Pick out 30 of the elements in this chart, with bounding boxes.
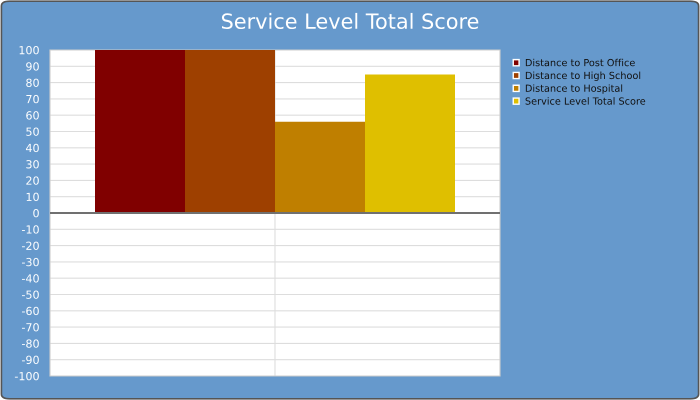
bar: [275, 122, 365, 213]
y-tick-label: 10: [26, 192, 39, 202]
legend-label: Service Level Total Score: [526, 97, 646, 105]
y-tick-label: 60: [26, 111, 39, 120]
legend-label: Distance to Post Office: [526, 58, 635, 66]
y-tick-label: 100: [20, 46, 39, 54]
y-tick-label: 70: [26, 94, 39, 104]
y-tick-label: 90: [26, 62, 39, 71]
chart-title: Service Level Total Score: [222, 12, 478, 30]
bar: [365, 74, 455, 213]
y-tick-label: 20: [26, 176, 39, 185]
y-tick-label: -90: [22, 356, 39, 364]
y-tick-label: -10: [22, 225, 39, 234]
y-tick-label: -40: [22, 274, 39, 283]
y-tick-label: 80: [26, 78, 39, 87]
y-tick-label: -80: [22, 339, 39, 348]
y-tick-label: -70: [22, 323, 39, 332]
y-tick-label: 50: [26, 127, 39, 136]
y-tick-label: 0: [33, 208, 39, 218]
legend-label: Distance to High School: [526, 72, 640, 81]
y-tick-label: 30: [26, 160, 39, 168]
y-tick-label: -100: [14, 372, 39, 380]
y-tick-label: 40: [26, 144, 39, 152]
bar: [95, 50, 185, 213]
legend-label: Distance to Hospital: [526, 84, 622, 94]
y-tick-label: -60: [22, 306, 39, 316]
bar: [185, 50, 275, 213]
y-tick-label: -50: [22, 290, 39, 299]
y-tick-label: -30: [22, 258, 39, 266]
y-tick-label: -20: [22, 242, 39, 250]
